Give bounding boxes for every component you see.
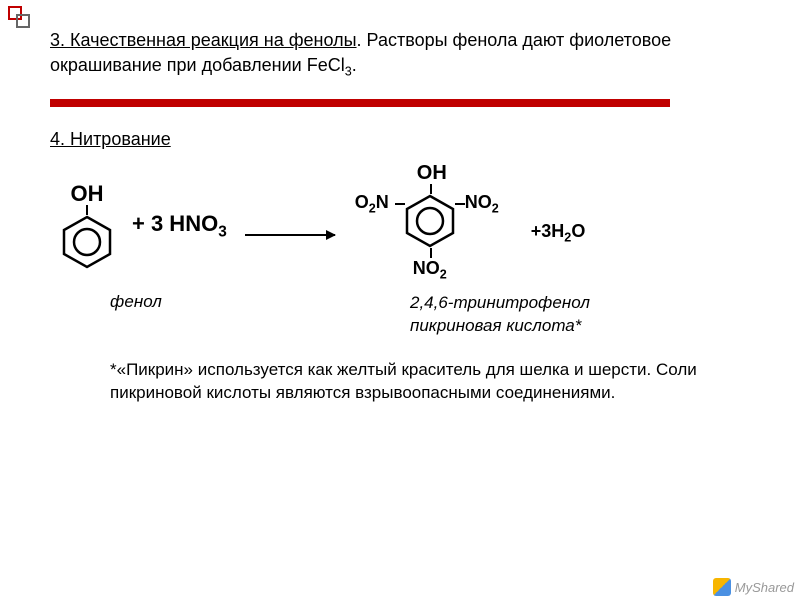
product-trinitrophenol: OH O2N NO2 NO2 xyxy=(353,166,513,286)
product-caption: 2,4,6-тринитрофенол пикриновая кислота* xyxy=(410,292,590,336)
benzene-ring-icon xyxy=(403,194,457,248)
section-3-title: 3. Качественная реакция на фенолы xyxy=(50,30,357,50)
watermark-text: MyShared xyxy=(735,580,794,595)
watermark-icon xyxy=(713,578,731,596)
section-3-tail: . xyxy=(352,55,357,75)
reagent-text: + 3 HNO xyxy=(132,211,218,236)
byproduct-label: +3H2O xyxy=(531,221,586,245)
bond-icon xyxy=(86,205,88,215)
section-3-sub: 3 xyxy=(345,65,352,79)
reagent-sub: 3 xyxy=(218,224,227,241)
bond-icon xyxy=(430,184,432,194)
reactant-caption: фенол xyxy=(110,292,410,336)
product-no2-right-label: NO2 xyxy=(465,192,499,216)
caption-row: фенол 2,4,6-тринитрофенол пикриновая кис… xyxy=(110,292,760,336)
bond-icon xyxy=(430,248,432,258)
footnote-text: *«Пикрин» используется как желтый красит… xyxy=(110,359,720,405)
product-o2n-label: O2N xyxy=(355,192,389,216)
watermark: MyShared xyxy=(713,578,794,596)
product-no2-bottom-label: NO2 xyxy=(413,258,447,282)
red-divider xyxy=(50,99,670,107)
slide-content: 3. Качественная реакция на фенолы. Раств… xyxy=(0,0,800,404)
reactant-phenol: OH xyxy=(60,183,114,269)
reaction-row: OH + 3 HNO3 OH O2N NO2 NO2 xyxy=(60,166,760,286)
reaction-arrow-icon xyxy=(245,234,335,236)
bond-icon xyxy=(455,203,465,205)
reactant-oh-label: OH xyxy=(71,183,104,205)
section-4-heading: 4. Нитрование xyxy=(50,129,760,150)
product-oh-label: OH xyxy=(417,162,447,185)
reagent-label: + 3 HNO3 xyxy=(132,211,227,241)
section-3-heading: 3. Качественная реакция на фенолы. Раств… xyxy=(50,28,760,81)
benzene-ring-icon xyxy=(60,215,114,269)
corner-deco-inner xyxy=(16,14,30,28)
